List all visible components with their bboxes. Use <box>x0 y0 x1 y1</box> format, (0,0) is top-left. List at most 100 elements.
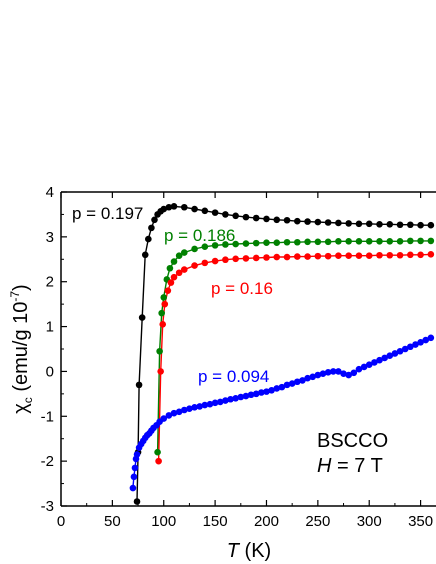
data-point-p0197 <box>133 498 141 505</box>
data-point-p0186 <box>386 238 394 245</box>
data-point-p0186 <box>252 239 260 247</box>
data-point-p016 <box>417 251 424 259</box>
y-axis-label: χc (emu/g 10-7) <box>8 284 35 413</box>
data-point-p016 <box>376 251 383 259</box>
y-tick-label: 3 <box>46 229 54 246</box>
x-tick-label: 200 <box>254 513 279 530</box>
data-point-p0197 <box>151 216 158 224</box>
data-point-p0197 <box>376 220 383 228</box>
data-point-p0197 <box>304 218 311 225</box>
data-point-p0094 <box>273 385 281 392</box>
data-point-p0186 <box>314 238 322 246</box>
data-point-p0094 <box>427 334 435 342</box>
data-point-p0094 <box>180 406 188 414</box>
data-point-p016 <box>170 273 178 281</box>
data-point-p0186 <box>304 238 311 246</box>
data-point-p0197 <box>191 205 198 213</box>
data-point-p0094 <box>175 408 183 416</box>
data-point-p0197 <box>165 203 173 211</box>
data-point-p0094 <box>324 369 332 376</box>
data-point-p0186 <box>156 347 163 355</box>
data-point-p016 <box>164 287 172 294</box>
data-point-p0186 <box>417 237 424 245</box>
data-point-p016 <box>345 252 352 259</box>
plot-area <box>129 203 435 505</box>
data-point-p0197 <box>273 216 281 224</box>
data-point-p0094 <box>196 403 203 410</box>
data-point-p0186 <box>191 245 198 253</box>
data-point-p0094 <box>396 347 404 355</box>
data-point-p0094 <box>360 363 368 371</box>
data-point-p016 <box>159 321 167 328</box>
data-point-p0094 <box>258 389 265 396</box>
data-point-p0186 <box>211 242 219 249</box>
data-point-p0094 <box>131 464 139 472</box>
series-lines <box>132 205 432 502</box>
y-tick-label: 4 <box>46 184 54 201</box>
data-point-p0094 <box>314 371 322 379</box>
data-point-p0094 <box>283 381 291 389</box>
data-point-p0094 <box>133 451 141 458</box>
data-point-p016 <box>191 262 198 269</box>
data-point-p0094 <box>278 383 286 391</box>
data-point-p0186 <box>166 264 174 272</box>
data-point-p016 <box>407 251 414 259</box>
x-tick-label: 50 <box>104 513 121 530</box>
data-point-p0197 <box>232 212 239 220</box>
data-point-p016 <box>273 253 281 261</box>
data-point-p016 <box>283 253 291 261</box>
data-point-p0094 <box>299 377 306 384</box>
data-point-p016 <box>252 254 260 262</box>
data-point-p016 <box>355 252 363 259</box>
data-point-p0197 <box>324 219 332 226</box>
data-point-p0186 <box>273 239 281 246</box>
series-label-p0094: p = 0.094 <box>198 367 269 386</box>
x-tick-label: 150 <box>203 513 228 530</box>
data-point-p016 <box>201 259 209 267</box>
data-point-p0186 <box>427 237 435 245</box>
data-point-p0094 <box>211 399 219 407</box>
data-point-p0094 <box>206 400 214 408</box>
data-point-p016 <box>175 269 183 277</box>
data-point-p0197 <box>242 213 250 221</box>
x-axis-label: T (K) <box>227 540 271 562</box>
y-tick-label: -2 <box>41 453 54 470</box>
data-point-p016 <box>157 368 164 375</box>
data-point-p0186 <box>232 240 239 248</box>
y-tick-label: 1 <box>46 319 54 336</box>
data-point-p0094 <box>247 391 255 399</box>
data-point-p0094 <box>386 352 394 360</box>
data-point-p0094 <box>170 409 178 417</box>
data-point-p0186 <box>170 258 178 265</box>
series-line-p0186 <box>156 240 431 453</box>
data-point-p0197 <box>170 203 178 210</box>
data-point-p0094 <box>417 338 424 346</box>
data-point-p0094 <box>222 397 229 404</box>
data-point-p0094 <box>350 369 358 377</box>
data-point-p0094 <box>191 404 198 411</box>
data-point-p016 <box>232 255 239 263</box>
data-point-p0197 <box>145 235 152 243</box>
data-point-p0094 <box>268 386 275 394</box>
data-point-p0186 <box>242 240 250 247</box>
data-point-p016 <box>304 253 311 260</box>
data-point-p0186 <box>365 238 373 245</box>
data-point-p0197 <box>138 314 146 321</box>
data-point-p0094 <box>407 343 414 351</box>
data-point-p0094 <box>242 392 250 400</box>
data-point-p0186 <box>263 239 270 246</box>
data-point-p0186 <box>335 238 342 245</box>
data-point-p0094 <box>160 415 168 422</box>
x-tick-label: 350 <box>408 513 433 530</box>
data-point-p0197 <box>407 221 414 229</box>
axes <box>60 191 436 507</box>
data-point-p0197 <box>417 221 424 229</box>
data-point-p0197 <box>355 220 363 228</box>
data-point-p016 <box>335 252 342 259</box>
tick-labels: 0 50 100 150 200 250 300 350 -3 -2 -1 0 1 2 3 4 <box>41 184 433 530</box>
data-point-p016 <box>396 251 404 259</box>
series-label-p0197: p = 0.197 <box>72 204 143 223</box>
data-point-p0094 <box>371 359 378 366</box>
data-point-p0197 <box>283 216 291 224</box>
data-point-p0094 <box>412 341 419 348</box>
